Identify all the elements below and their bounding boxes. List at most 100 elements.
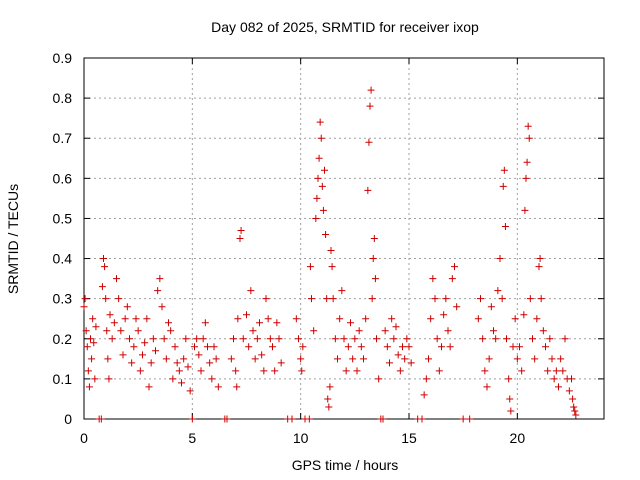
data-point <box>145 383 153 391</box>
data-point <box>251 355 259 363</box>
data-point <box>184 363 192 371</box>
x-tick-label: 0 <box>80 430 88 446</box>
data-point <box>392 323 400 331</box>
data-point <box>201 319 209 327</box>
data-point <box>314 174 322 182</box>
data-point <box>506 395 514 403</box>
x-tick-label: 15 <box>401 430 417 446</box>
data-point <box>319 206 327 214</box>
data-point <box>357 343 365 351</box>
data-point <box>369 255 377 263</box>
data-point <box>561 335 569 343</box>
data-point <box>420 391 428 399</box>
data-point <box>466 415 474 423</box>
data-point <box>477 295 484 303</box>
x-tick-label: 5 <box>188 430 196 446</box>
data-point <box>373 335 380 343</box>
data-point <box>208 375 216 383</box>
data-point <box>115 295 123 303</box>
y-tick-label: 0.9 <box>53 50 73 66</box>
data-point <box>214 383 222 391</box>
data-point <box>92 323 100 331</box>
data-point <box>550 375 558 383</box>
data-point <box>362 315 370 323</box>
data-point <box>535 263 543 271</box>
data-point <box>277 359 285 367</box>
data-point <box>347 319 354 327</box>
data-point <box>401 355 409 363</box>
data-point <box>97 415 105 423</box>
data-point <box>440 311 448 319</box>
data-point <box>249 327 257 335</box>
data-point <box>355 327 363 335</box>
data-point <box>326 383 334 391</box>
data-point <box>444 327 452 335</box>
grid-lines <box>84 58 604 419</box>
y-tick-label: 0.1 <box>53 371 73 387</box>
data-point <box>492 335 500 343</box>
data-points <box>80 86 580 423</box>
data-point <box>429 275 437 283</box>
data-point <box>98 283 106 291</box>
data-point <box>483 383 491 391</box>
data-point <box>132 315 140 323</box>
data-point <box>324 395 332 403</box>
data-point <box>479 335 487 343</box>
data-point <box>102 295 110 303</box>
data-point <box>448 275 456 283</box>
x-axis-label: GPS time / hours <box>292 457 399 473</box>
data-point <box>199 335 207 343</box>
data-point <box>405 343 413 351</box>
x-axis: 0 5 10 15 20 <box>80 58 525 446</box>
data-point <box>315 154 323 162</box>
data-point <box>435 367 443 375</box>
data-point <box>366 102 374 110</box>
data-point <box>499 182 507 190</box>
data-point <box>364 186 372 194</box>
data-point <box>260 367 268 375</box>
data-point <box>204 343 211 351</box>
data-point <box>83 343 91 351</box>
data-point <box>323 295 331 303</box>
data-point <box>522 174 530 182</box>
data-point <box>88 355 96 363</box>
data-point <box>505 375 513 383</box>
data-point <box>399 343 406 351</box>
data-point <box>360 355 367 363</box>
data-point <box>110 319 118 327</box>
data-point <box>165 319 172 327</box>
data-point <box>162 355 170 363</box>
data-point <box>518 367 526 375</box>
data-point <box>152 347 159 355</box>
y-axis: 0 0.1 0.2 0.3 0.4 0.5 0.6 0.7 0.8 0.9 <box>53 50 604 427</box>
data-point <box>542 343 549 351</box>
data-point <box>243 311 250 319</box>
data-point <box>308 295 315 303</box>
data-point <box>317 134 325 142</box>
data-point <box>407 359 415 367</box>
data-point <box>318 182 326 190</box>
data-point <box>568 375 575 383</box>
data-point <box>299 343 307 351</box>
data-point <box>113 275 120 283</box>
data-point <box>523 158 531 166</box>
y-tick-label: 0.5 <box>53 210 73 226</box>
data-point <box>509 343 517 351</box>
data-point <box>223 415 231 423</box>
y-tick-label: 0.7 <box>53 130 73 146</box>
data-point <box>351 335 359 343</box>
data-point <box>173 359 181 367</box>
data-point <box>206 359 214 367</box>
data-point <box>368 295 376 303</box>
data-point <box>186 387 194 395</box>
data-point <box>394 351 402 359</box>
data-point <box>80 303 88 311</box>
data-point <box>264 315 272 323</box>
data-point <box>442 295 450 303</box>
data-point <box>370 235 378 242</box>
data-point <box>438 343 445 351</box>
data-point <box>233 383 241 391</box>
data-point <box>288 415 296 423</box>
data-point <box>459 415 467 423</box>
y-tick-label: 0.8 <box>53 90 73 106</box>
